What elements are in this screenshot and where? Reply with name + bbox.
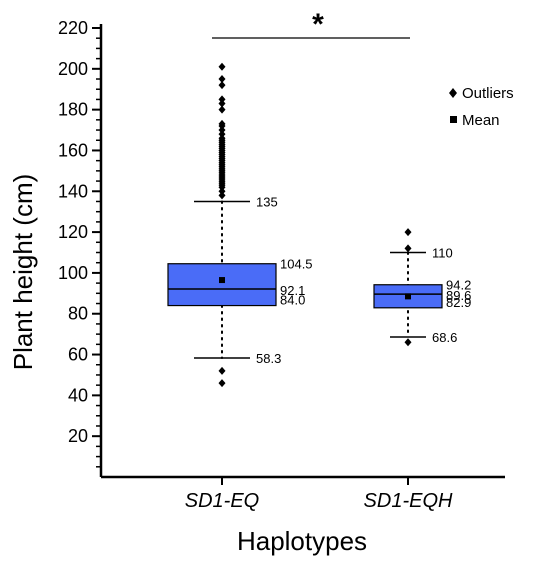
box-groups: SD1-EQ 135 104.5 92.184.0 58.3 SD1-EQH 110 94.2… bbox=[167, 62, 471, 512]
x-axis-title: Haplotypes bbox=[237, 526, 367, 556]
outlier-point bbox=[218, 126, 226, 135]
value-label-q1: 84.0 bbox=[280, 293, 305, 308]
value-label-median: 92.1 bbox=[280, 283, 305, 298]
outlier-point bbox=[404, 228, 412, 237]
y-tick-label: 60 bbox=[68, 345, 88, 365]
outlier-point bbox=[218, 134, 226, 143]
outlier-point bbox=[218, 105, 226, 114]
y-tick-label: 100 bbox=[58, 263, 88, 283]
significance-annotation: * bbox=[212, 8, 410, 41]
box-group-sd1-eq: SD1-EQ 135 104.5 92.184.0 58.3 bbox=[167, 62, 313, 512]
outlier-point bbox=[218, 366, 226, 375]
significance-star: * bbox=[312, 8, 324, 41]
axes: 20 40 60 80 100 120 140 160 180 200 220 bbox=[58, 18, 505, 479]
legend-marker-mean bbox=[450, 116, 457, 123]
y-axis-title: Plant height (cm) bbox=[8, 174, 38, 371]
outlier-point bbox=[218, 81, 226, 90]
outlier-point bbox=[218, 379, 226, 388]
x-category-label: SD1-EQH bbox=[364, 490, 453, 512]
outlier-point bbox=[404, 338, 412, 347]
outlier-point bbox=[218, 99, 226, 108]
value-label-whisker-high: 110 bbox=[432, 246, 453, 261]
y-tick-label: 40 bbox=[68, 385, 88, 405]
y-tick-label: 180 bbox=[58, 100, 88, 120]
legend: Outliers Mean bbox=[449, 85, 514, 129]
outlier-point bbox=[218, 119, 226, 128]
outlier-point bbox=[218, 130, 226, 139]
x-category-label: SD1-EQ bbox=[185, 490, 259, 512]
box-group-sd1-eqh: SD1-EQH 110 94.289.682.9 68.6 bbox=[364, 228, 471, 512]
y-tick-label: 220 bbox=[58, 18, 88, 38]
value-label-q1: 82.9 bbox=[446, 295, 471, 310]
legend-marker-outliers bbox=[449, 88, 457, 98]
outlier-point bbox=[404, 244, 412, 253]
y-tick-label: 200 bbox=[58, 59, 88, 79]
legend-label-outliers: Outliers bbox=[462, 85, 514, 102]
legend-label-mean: Mean bbox=[462, 112, 500, 129]
outlier-point bbox=[218, 187, 226, 196]
mean-marker bbox=[219, 277, 225, 284]
outlier-point bbox=[218, 95, 226, 104]
value-label-q3: 94.2 bbox=[446, 278, 471, 293]
outlier-point bbox=[218, 62, 226, 71]
value-label-q3: 104.5 bbox=[280, 257, 313, 272]
y-tick-label: 140 bbox=[58, 181, 88, 201]
iqr-box bbox=[167, 263, 277, 307]
value-label-median: 89.6 bbox=[446, 288, 471, 303]
y-tick-label: 20 bbox=[68, 426, 88, 446]
mean-marker bbox=[405, 293, 411, 300]
value-label-whisker-low: 68.6 bbox=[432, 330, 457, 345]
y-tick-label: 120 bbox=[58, 222, 88, 242]
value-label-whisker-low: 58.3 bbox=[256, 351, 281, 366]
value-label-whisker-high: 135 bbox=[256, 194, 278, 209]
y-tick-label: 160 bbox=[58, 140, 88, 160]
outlier-point bbox=[218, 75, 226, 84]
outlier-point bbox=[218, 191, 226, 200]
y-tick-label: 80 bbox=[68, 304, 88, 324]
